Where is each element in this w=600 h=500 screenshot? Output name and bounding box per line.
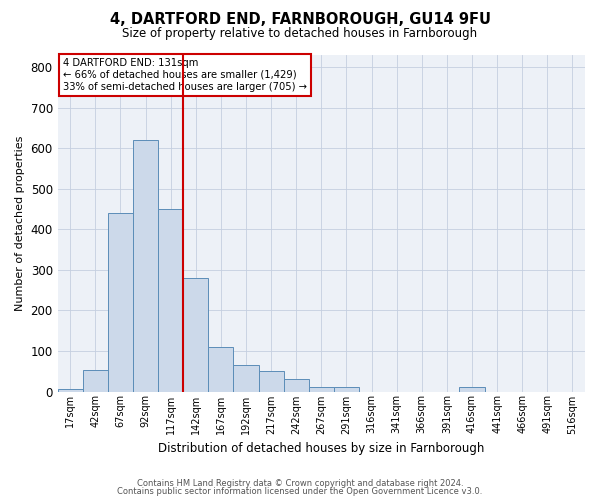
Text: Size of property relative to detached houses in Farnborough: Size of property relative to detached ho… [122,28,478,40]
Text: 4, DARTFORD END, FARNBOROUGH, GU14 9FU: 4, DARTFORD END, FARNBOROUGH, GU14 9FU [110,12,491,28]
Bar [208,347,233,392]
Bar [133,140,158,392]
Bar [183,278,208,392]
Y-axis label: Number of detached properties: Number of detached properties [15,136,25,311]
Text: Contains public sector information licensed under the Open Government Licence v3: Contains public sector information licen… [118,487,482,496]
Bar [158,209,183,392]
Bar [108,213,133,392]
Bar [460,388,485,392]
Bar [83,370,108,392]
Text: Contains HM Land Registry data © Crown copyright and database right 2024.: Contains HM Land Registry data © Crown c… [137,478,463,488]
Text: 4 DARTFORD END: 131sqm
← 66% of detached houses are smaller (1,429)
33% of semi-: 4 DARTFORD END: 131sqm ← 66% of detached… [63,58,307,92]
Bar [284,380,309,392]
Bar [233,365,259,392]
X-axis label: Distribution of detached houses by size in Farnborough: Distribution of detached houses by size … [158,442,485,455]
Bar [334,388,359,392]
Bar [259,371,284,392]
Bar [58,390,83,392]
Bar [309,388,334,392]
